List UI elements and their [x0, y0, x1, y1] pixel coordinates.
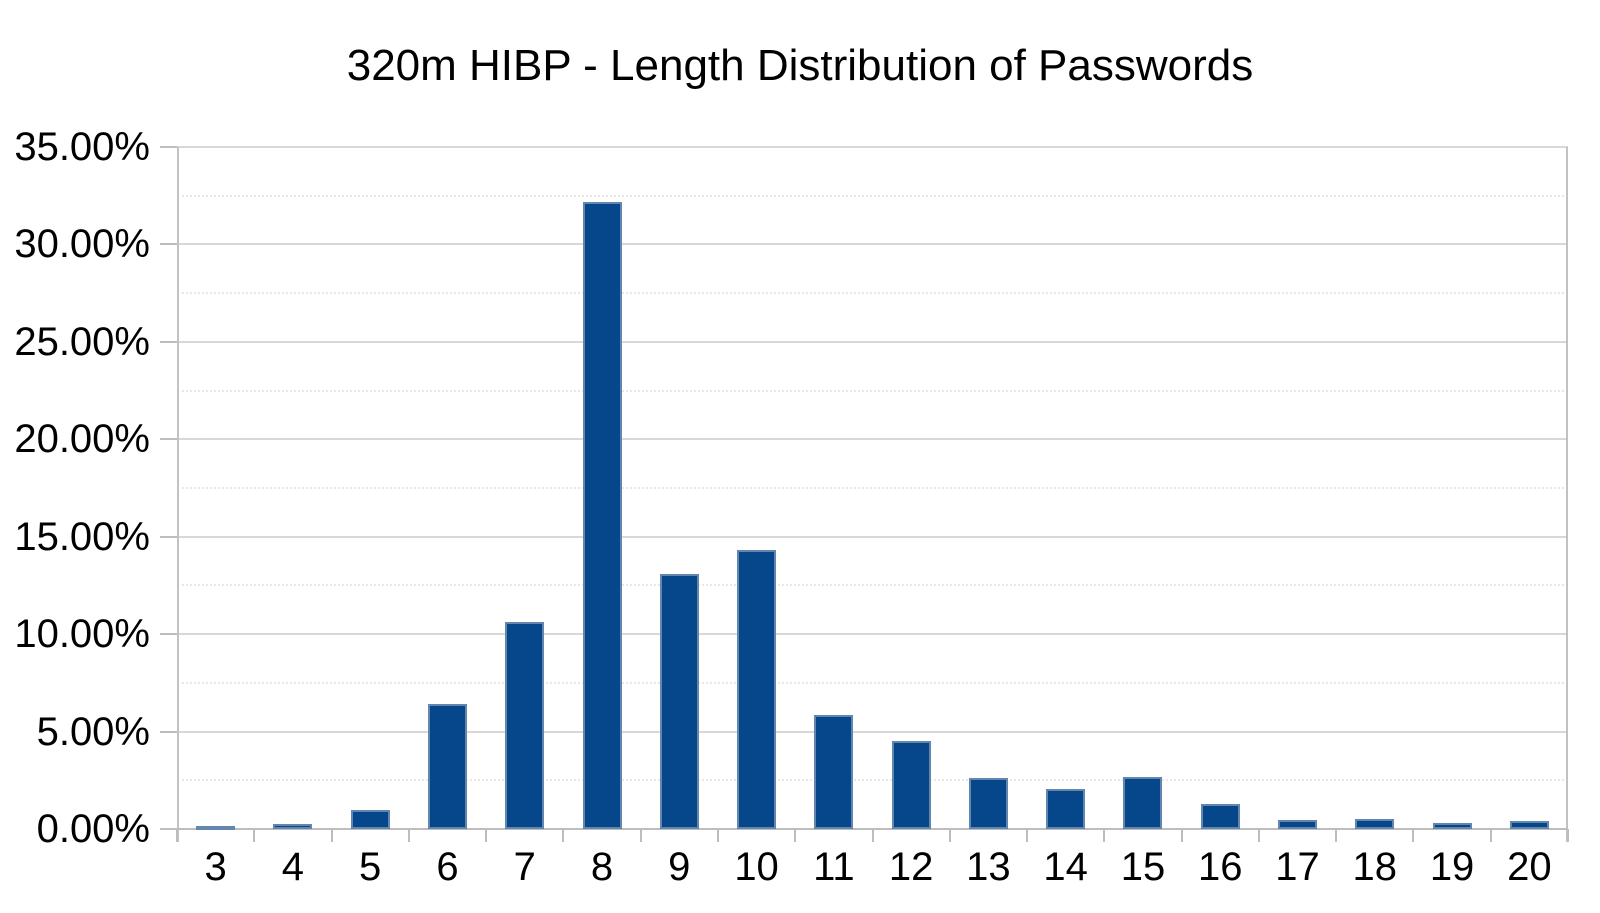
- gridline-minor: [177, 584, 1568, 587]
- gridline-major: [177, 340, 1568, 343]
- x-axis-tick: [330, 829, 333, 842]
- x-axis-tick: [639, 829, 642, 842]
- x-axis-tick: [253, 829, 256, 842]
- x-axis-tick: [1567, 829, 1569, 842]
- x-axis-tick: [562, 829, 565, 842]
- bar-length-10: [737, 550, 777, 829]
- x-axis-tick: [407, 829, 410, 842]
- y-axis-label: 5.00%: [36, 709, 150, 754]
- x-axis-label: 5: [359, 845, 382, 889]
- y-axis-label: 0.00%: [36, 807, 150, 851]
- gridline-minor: [177, 194, 1568, 197]
- y-axis-tick: [160, 633, 177, 636]
- x-axis-label: 9: [668, 845, 691, 889]
- x-axis-tick: [1489, 829, 1492, 842]
- x-axis-tick: [871, 829, 874, 842]
- y-axis-label: 15.00%: [14, 514, 150, 559]
- y-axis-label: 10.00%: [14, 612, 150, 657]
- x-axis-tick: [176, 829, 178, 842]
- y-axis-tick: [160, 340, 177, 343]
- y-axis-label: 25.00%: [14, 319, 150, 364]
- y-axis-tick: [160, 535, 177, 538]
- chart-title: 320m HIBP - Length Distribution of Passw…: [346, 41, 1254, 90]
- gridline-minor: [177, 487, 1568, 489]
- gridline-minor: [177, 389, 1568, 392]
- gridline-major: [177, 146, 1568, 148]
- bar-length-13: [968, 777, 1008, 829]
- x-axis-label: 10: [734, 845, 779, 889]
- gridline-major: [177, 730, 1568, 733]
- bar-length-18: [1355, 819, 1395, 829]
- bar-length-7: [505, 622, 545, 829]
- y-axis-label: 20.00%: [14, 417, 150, 462]
- x-axis-label: 13: [966, 845, 1011, 889]
- y-axis-tick: [160, 438, 177, 441]
- plot-right-border: [1566, 147, 1568, 842]
- x-axis-tick: [1257, 829, 1260, 842]
- y-axis-tick: [160, 243, 177, 246]
- bar-length-14: [1046, 788, 1086, 829]
- bar-length-8: [582, 201, 622, 829]
- bar-length-5: [350, 810, 390, 829]
- bar-length-16: [1200, 803, 1240, 829]
- x-axis-label: 14: [1043, 845, 1088, 889]
- x-axis-tick: [1180, 829, 1183, 842]
- bar-length-12: [891, 741, 931, 829]
- y-axis-tick: [160, 146, 177, 148]
- x-axis-tick: [716, 829, 719, 842]
- gridline-minor: [177, 292, 1568, 295]
- x-axis-label: 8: [590, 845, 614, 889]
- x-axis-label: 6: [436, 845, 459, 889]
- x-axis-label: 18: [1352, 845, 1398, 889]
- x-axis-tick: [948, 829, 951, 842]
- gridline-major: [177, 243, 1568, 246]
- x-axis-tick: [1335, 829, 1338, 842]
- x-axis-tick: [1412, 829, 1415, 842]
- gridline-minor: [177, 779, 1568, 782]
- gridline-major: [177, 535, 1568, 538]
- x-axis-label: 3: [204, 845, 227, 889]
- x-axis-tick: [794, 829, 797, 842]
- y-axis-label: 35.00%: [14, 125, 150, 169]
- x-axis-label: 11: [813, 845, 855, 889]
- gridline-major: [177, 438, 1568, 441]
- y-axis-line: [177, 147, 179, 842]
- x-axis-label: 15: [1120, 845, 1166, 889]
- x-axis-label: 17: [1275, 845, 1320, 889]
- bar-length-9: [659, 573, 699, 829]
- x-axis-label: 16: [1197, 845, 1243, 889]
- y-axis-tick: [160, 828, 177, 830]
- x-axis-tick: [1026, 829, 1029, 842]
- x-axis-label: 12: [888, 845, 934, 889]
- bar-length-17: [1278, 820, 1318, 829]
- x-axis-label: 20: [1507, 845, 1552, 889]
- bar-length-3: [196, 826, 236, 830]
- bar-length-19: [1432, 822, 1472, 829]
- x-axis-tick: [1103, 829, 1106, 842]
- bar-length-20: [1509, 820, 1549, 829]
- bar-length-6: [427, 704, 467, 829]
- y-axis-tick: [160, 730, 177, 733]
- bar-length-4: [273, 824, 313, 829]
- bar-length-11: [814, 715, 854, 829]
- bar-length-15: [1123, 777, 1163, 829]
- x-axis-label: 4: [281, 845, 305, 889]
- x-axis-tick: [485, 829, 488, 842]
- gridline-minor: [177, 681, 1568, 684]
- x-axis-label: 19: [1429, 845, 1475, 889]
- y-axis-label: 30.00%: [14, 222, 150, 267]
- x-axis-label: 7: [513, 845, 536, 889]
- gridline-major: [177, 633, 1568, 636]
